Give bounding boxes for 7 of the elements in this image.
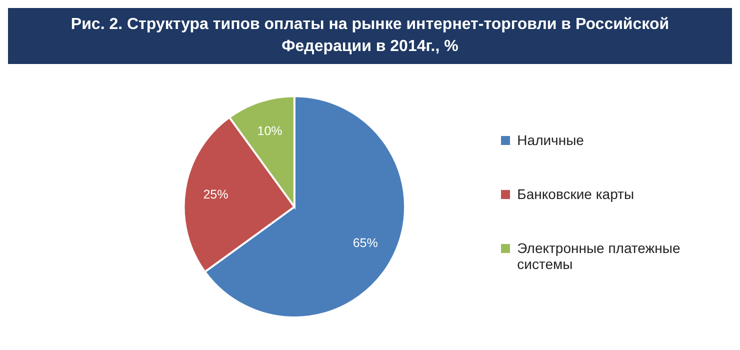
data-label: 10% xyxy=(257,124,282,138)
legend-label: Банковские карты xyxy=(517,186,634,202)
data-label: 65% xyxy=(352,236,378,250)
chart-title: Рис. 2. Структура типов оплаты на рынке интернет-торговли в Российской Федерации в 2014г., % xyxy=(70,16,670,55)
legend-label: Наличные xyxy=(517,132,584,148)
legend-label: Электронные платежные системы xyxy=(517,240,682,272)
data-label: 25% xyxy=(203,187,228,202)
